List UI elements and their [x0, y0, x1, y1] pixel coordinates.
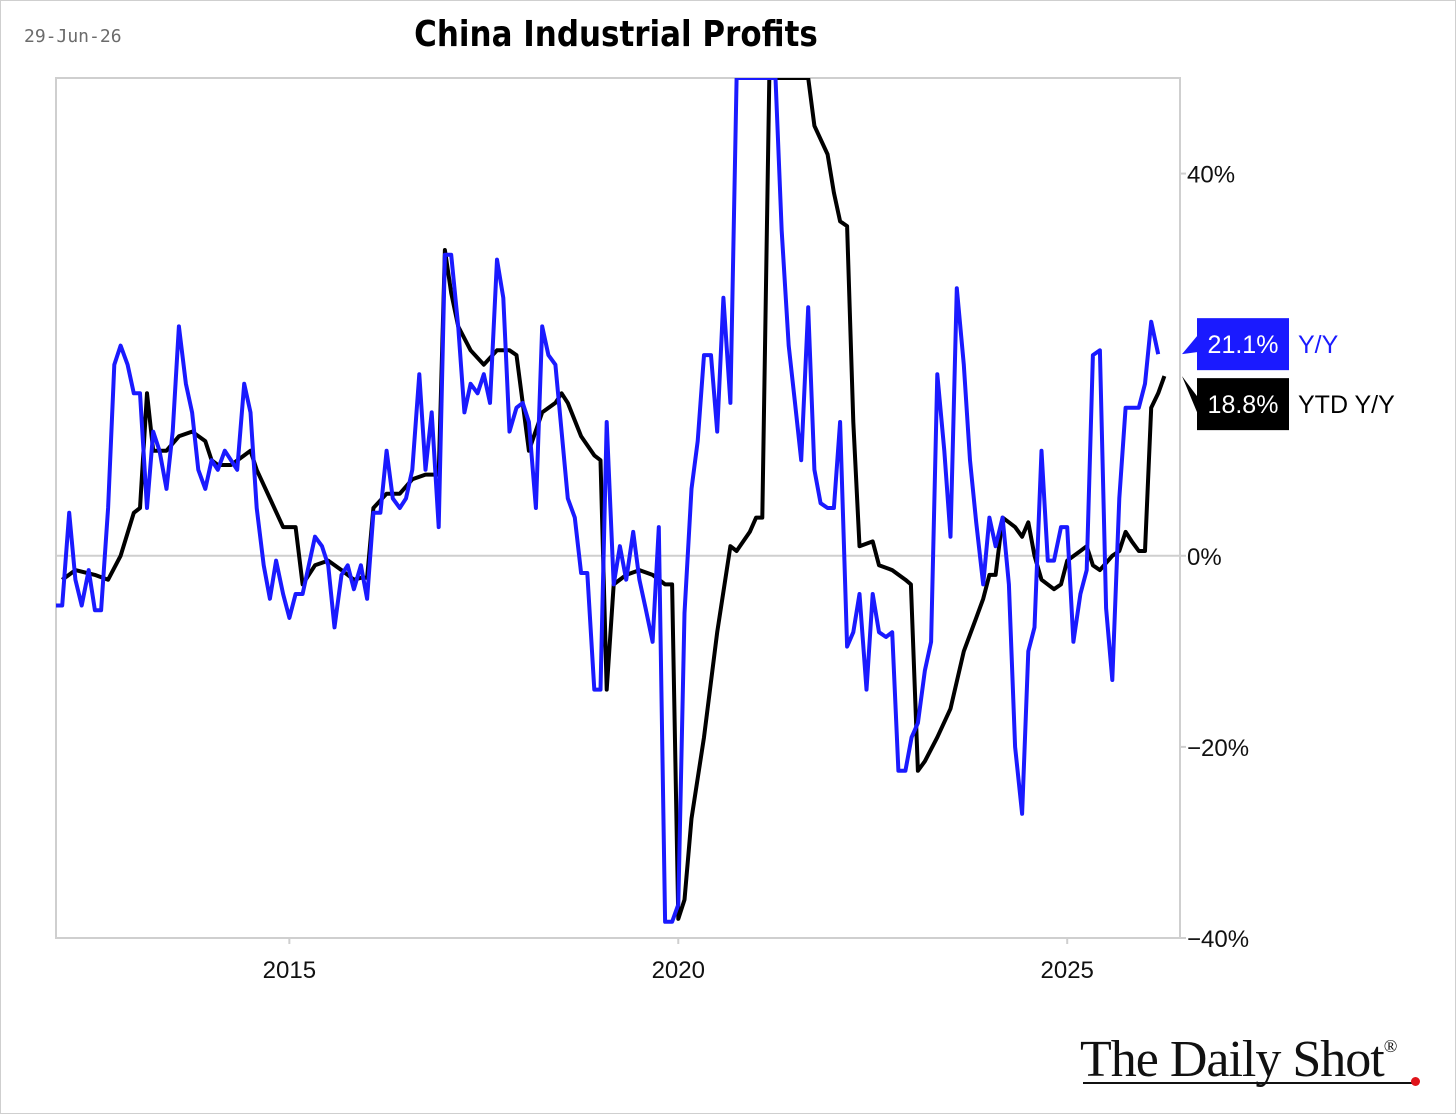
- end-label-pointer-yy: [1182, 336, 1197, 355]
- end-label-value-ytd-yy: 18.8%: [1208, 391, 1279, 419]
- x-tick-label: 2015: [263, 957, 316, 984]
- logo-registered-mark: ®: [1383, 1036, 1398, 1056]
- plot-area: [55, 77, 1181, 939]
- end-label-box-yy: [1197, 318, 1289, 371]
- the-daily-shot-logo: The Daily Shot®: [1080, 1030, 1398, 1089]
- legend-label-ytd-yy: YTD Y/Y: [1298, 391, 1395, 419]
- legend-label-yy: Y/Y: [1298, 331, 1339, 359]
- y-tick-label: −40%: [1187, 926, 1249, 953]
- logo-text: The Daily Shot: [1080, 1031, 1385, 1088]
- y-tick-label: 0%: [1187, 544, 1222, 571]
- logo-underline: [1083, 1082, 1417, 1084]
- y-tick-label: 40%: [1187, 162, 1235, 189]
- end-label-pointer-ytd-yy: [1182, 376, 1197, 413]
- y-tick-label: −20%: [1187, 735, 1249, 762]
- chart-date: 29-Jun-26: [24, 26, 122, 47]
- logo-red-dot: [1411, 1077, 1420, 1086]
- series-line-ytd-yy: [61, 78, 1167, 921]
- end-label-box-ytd-yy: [1197, 378, 1289, 431]
- x-tick-label: 2020: [652, 957, 705, 984]
- end-label-value-yy: 21.1%: [1208, 331, 1279, 359]
- x-tick-label: 2025: [1041, 957, 1094, 984]
- series-line-yy: [56, 78, 1161, 924]
- chart-title: China Industrial Profits: [414, 14, 818, 55]
